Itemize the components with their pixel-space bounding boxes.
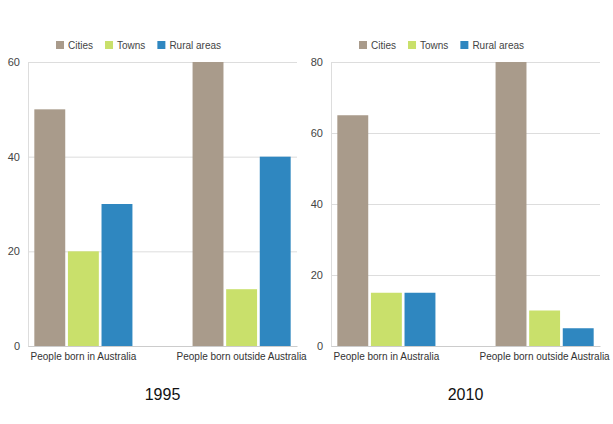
chart-panel: 020406080People born in AustraliaPeople …: [311, 40, 610, 404]
x-axis: People born in Australia People born outs…: [332, 346, 611, 362]
y-tick: 80: [311, 56, 600, 68]
chart-title: 1995: [145, 386, 181, 403]
x-tick: People born outside Australia: [177, 346, 308, 362]
y-axis: 0 20 40 60: [8, 56, 297, 352]
bar: [193, 62, 224, 346]
y-axis-line: [332, 63, 601, 347]
legend: Cities Towns Rural areas: [56, 40, 221, 51]
bars: [337, 62, 593, 346]
x-tick-label: People born outside Australia: [177, 351, 308, 362]
bar: [496, 62, 527, 346]
bar: [226, 289, 257, 346]
chart-panel: 0204060People born in AustraliaPeople bo…: [8, 40, 307, 404]
bar: [68, 251, 99, 346]
chart-title: 2010: [448, 386, 484, 403]
bar: [34, 109, 65, 346]
legend-swatch: [56, 41, 64, 49]
grid-line: [331, 133, 600, 134]
grid-line: [331, 204, 600, 205]
legend-label: Cities: [68, 40, 93, 51]
bars: [34, 62, 290, 346]
x-tick: People born in Australia: [334, 346, 440, 362]
legend-swatch: [408, 41, 416, 49]
x-tick-label: People born outside Australia: [480, 351, 611, 362]
x-tick-label: People born in Australia: [31, 351, 137, 362]
bar: [529, 311, 560, 347]
grid-line: [28, 62, 297, 63]
grid-line: [28, 346, 297, 347]
bar: [102, 204, 133, 346]
x-axis-line: [332, 346, 601, 347]
x-tick-label: People born in Australia: [334, 351, 440, 362]
bar: [371, 293, 402, 346]
y-tick-label: 20: [8, 245, 20, 257]
y-tick: 60: [8, 56, 297, 68]
y-axis: 0 20 40 60 80: [311, 56, 600, 352]
x-axis: People born in Australia People born outs…: [29, 346, 308, 362]
legend-label: Towns: [420, 40, 448, 51]
bar: [260, 157, 291, 346]
bar: [563, 328, 594, 346]
bar: [337, 115, 368, 346]
y-tick-label: 0: [14, 340, 20, 352]
y-tick-label: 80: [311, 56, 323, 68]
bar: [405, 293, 436, 346]
y-tick-label: 60: [311, 127, 323, 139]
x-axis-line: [29, 346, 298, 347]
y-tick-label: 60: [8, 56, 20, 68]
legend: Cities Towns Rural areas: [359, 40, 524, 51]
grid-line: [28, 157, 297, 158]
y-tick-label: 0: [317, 340, 323, 352]
legend-label: Cities: [371, 40, 396, 51]
legend-swatch: [157, 41, 165, 49]
y-tick-label: 40: [8, 151, 20, 163]
y-tick-label: 20: [311, 269, 323, 281]
y-tick-label: 40: [311, 198, 323, 210]
legend-swatch: [359, 41, 367, 49]
grid-line: [331, 275, 600, 276]
y-axis-line: [29, 63, 298, 347]
x-tick: People born outside Australia: [480, 346, 611, 362]
x-tick: People born in Australia: [31, 346, 137, 362]
legend-label: Rural areas: [169, 40, 221, 51]
legend-label: Rural areas: [472, 40, 524, 51]
legend-swatch: [460, 41, 468, 49]
chart-canvas: 0204060People born in AustraliaPeople bo…: [0, 0, 613, 424]
grid-line: [331, 346, 600, 347]
legend-label: Towns: [117, 40, 145, 51]
grid-line: [331, 62, 600, 63]
legend-swatch: [105, 41, 113, 49]
